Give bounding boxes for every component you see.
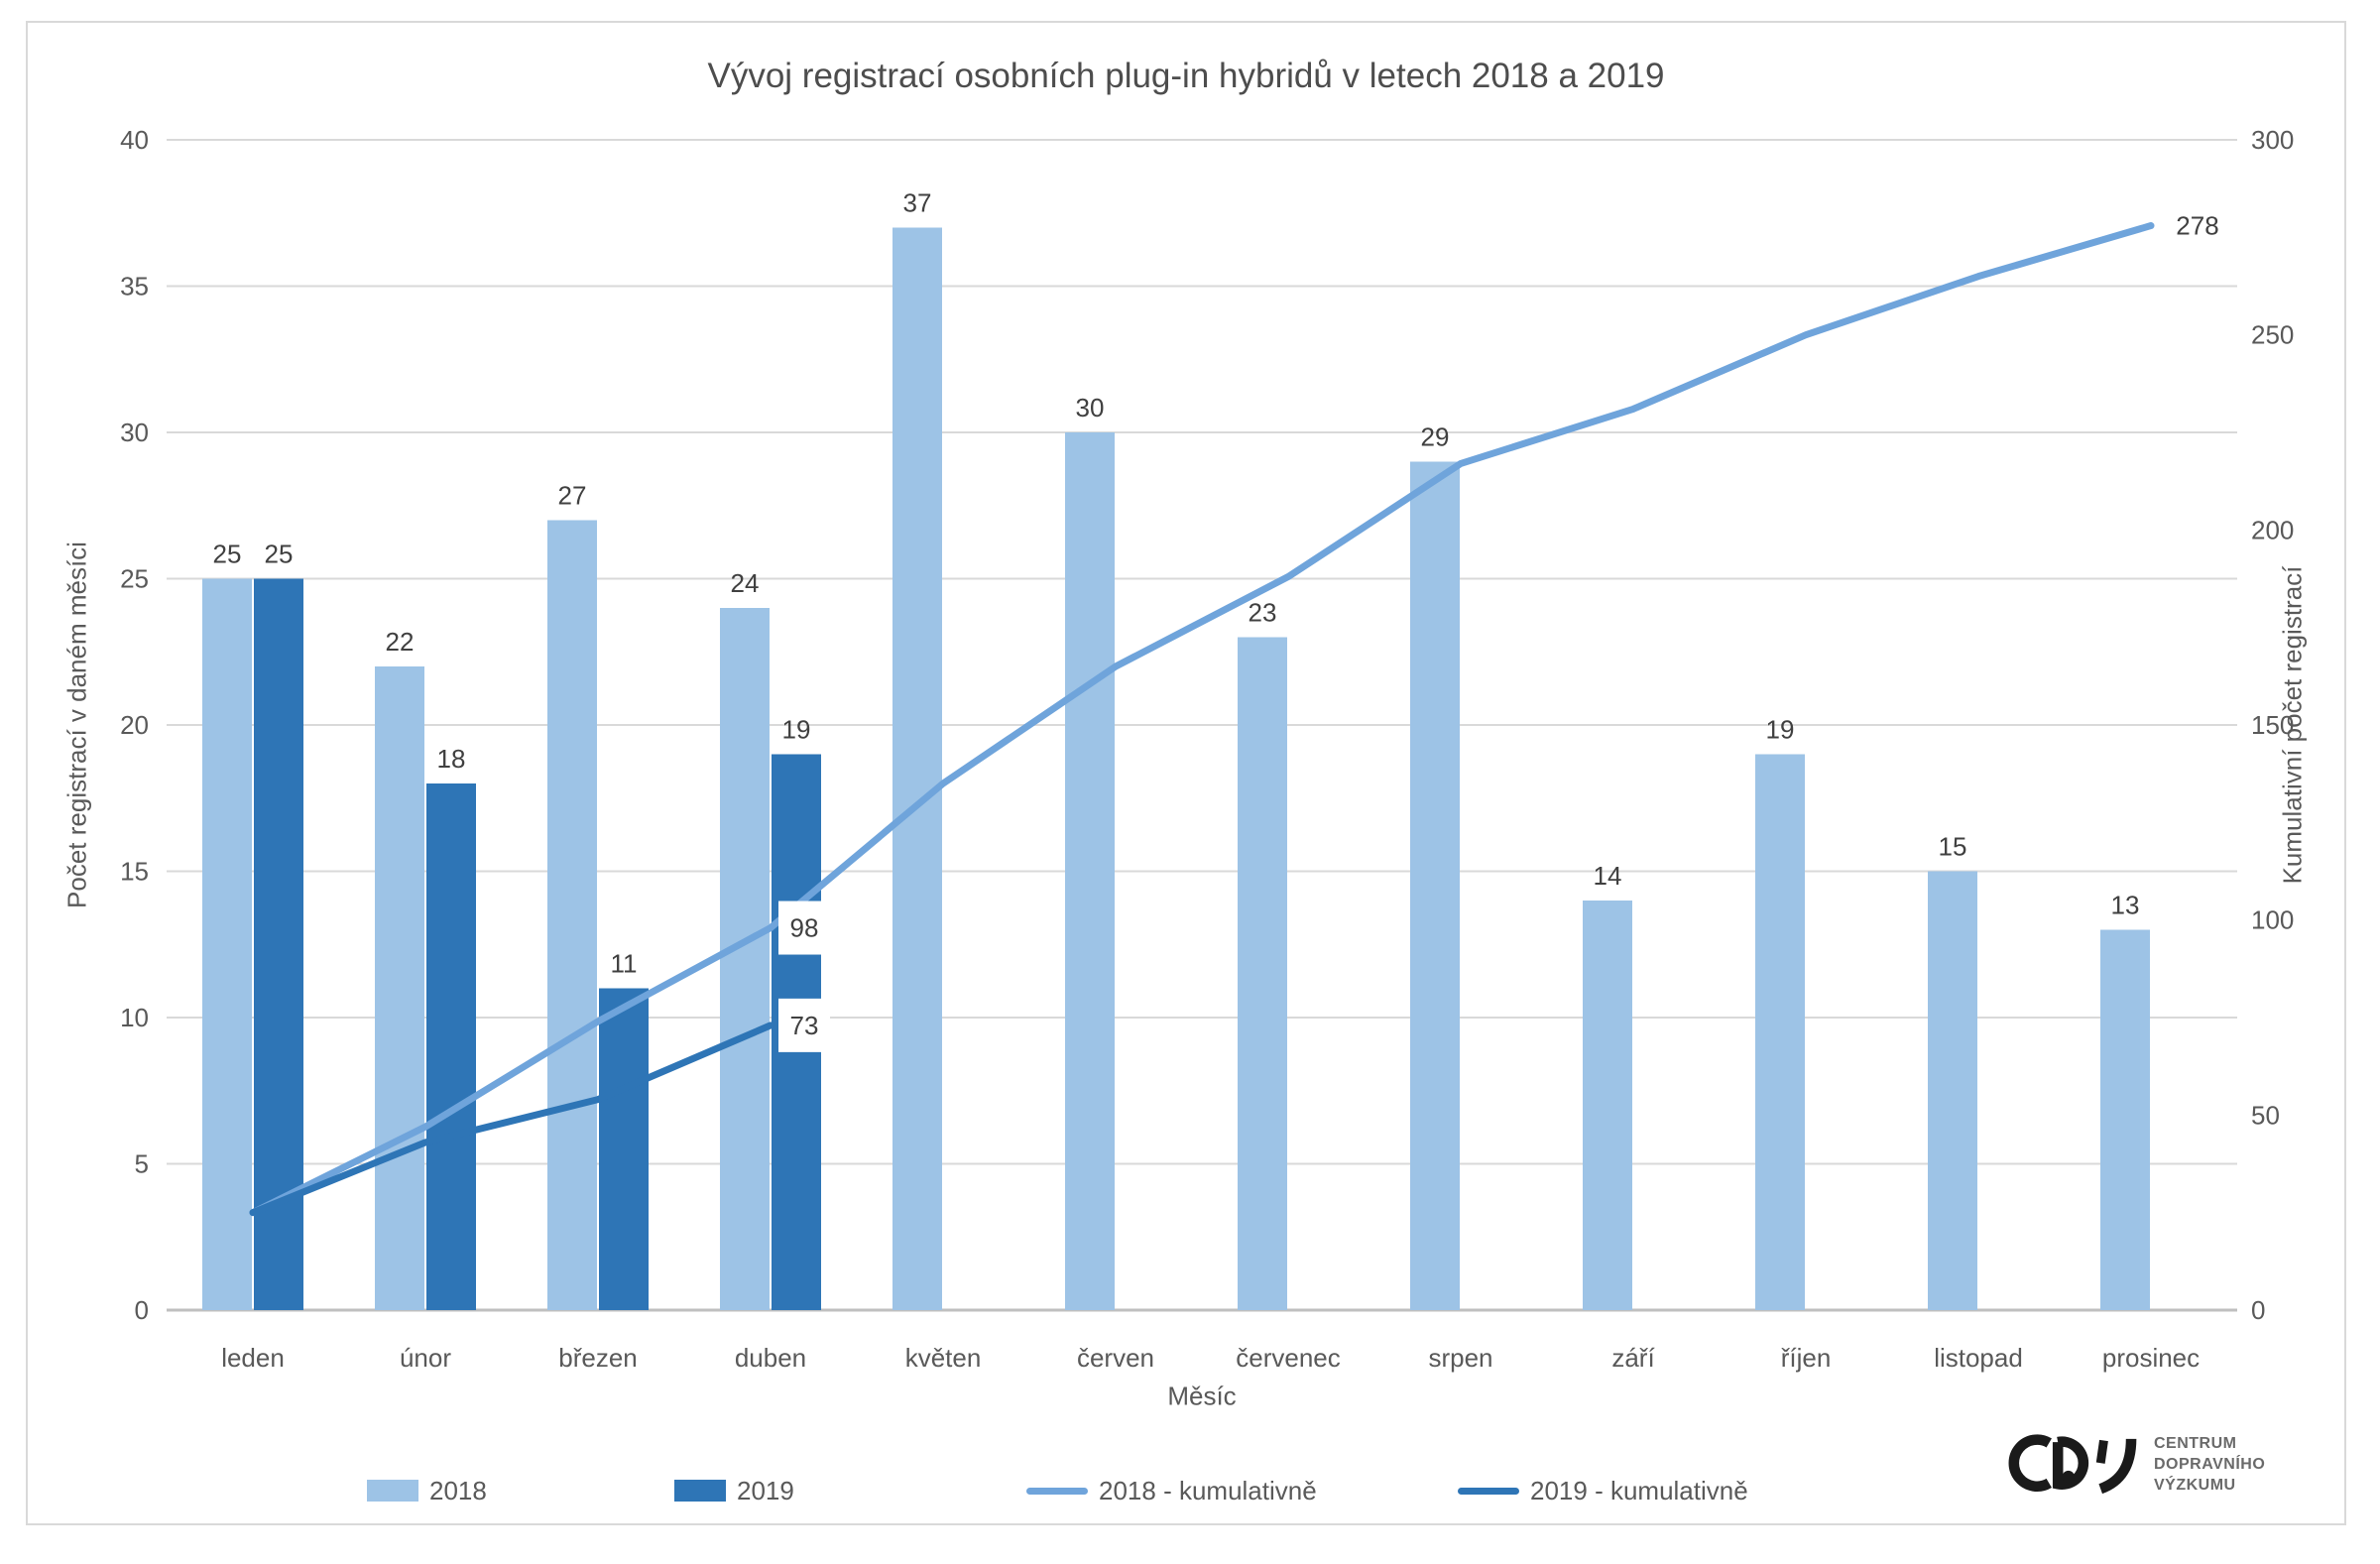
bar-label-2019-leden: 25 — [265, 540, 294, 569]
bar-2018-leden — [202, 578, 252, 1310]
bar-2018-červen — [1065, 432, 1115, 1310]
x-tick-duben: duben — [735, 1343, 806, 1373]
line-2019 - kumulativně — [249, 1022, 774, 1217]
bar-label-2018-březen: 27 — [558, 481, 587, 511]
callout-bg-278 — [2159, 198, 2236, 253]
callout-bg-73 — [778, 998, 830, 1052]
legend-swatch-2019 — [674, 1480, 726, 1502]
legend-item-2019: 2019 — [674, 1474, 794, 1507]
bar-2019-březen — [599, 988, 649, 1310]
y-left-tick-5: 5 — [135, 1149, 149, 1179]
x-tick-únor: únor — [400, 1343, 451, 1373]
legend-item-2018: 2018 — [367, 1474, 487, 1507]
bar-2018-březen — [547, 520, 597, 1310]
y-right-tick-200: 200 — [2251, 515, 2294, 544]
logo-c — [2008, 1434, 2052, 1492]
bar-2018-prosinec — [2100, 929, 2150, 1310]
y-right-tick-0: 0 — [2251, 1295, 2265, 1325]
bar-label-2018-listopad: 15 — [1939, 832, 1967, 862]
x-tick-červen: červen — [1077, 1343, 1154, 1373]
y-left-tick-40: 40 — [120, 125, 149, 155]
y-left-tick-30: 30 — [120, 418, 149, 447]
y-left-tick-35: 35 — [120, 272, 149, 301]
y-left-tick-15: 15 — [120, 857, 149, 887]
bar-label-2018-září: 14 — [1594, 861, 1622, 891]
legend-label-2019: 2019 — [737, 1475, 794, 1505]
y-right-tick-100: 100 — [2251, 905, 2294, 935]
line-2018 - kumulativně — [249, 222, 2155, 1217]
logo-dot — [2062, 1470, 2075, 1484]
legend-swatch-2019 - kumulativně — [1458, 1487, 1519, 1495]
logo-d — [2052, 1436, 2089, 1490]
x-tick-srpen: srpen — [1428, 1343, 1492, 1373]
bar-2018-říjen — [1755, 754, 1805, 1310]
logo-line-1: CENTRUM — [2154, 1434, 2237, 1452]
y-left-tick-20: 20 — [120, 710, 149, 740]
y-right-tick-250: 250 — [2251, 320, 2294, 350]
logo-tick — [2095, 1439, 2108, 1464]
legend-swatch-2018 - kumulativně — [1026, 1487, 1088, 1495]
bar-label-2018-červen: 30 — [1076, 393, 1105, 422]
legend-label-2018: 2018 — [429, 1475, 487, 1505]
x-axis-title: Měsíc — [1167, 1381, 1237, 1411]
x-tick-prosinec: prosinec — [2102, 1343, 2200, 1373]
bar-label-2019-březen: 11 — [611, 949, 638, 979]
logo-line-3: VÝZKUMU — [2154, 1476, 2236, 1494]
bar-2018-září — [1583, 901, 1632, 1310]
bar-label-2019-únor: 18 — [437, 744, 466, 774]
line-label-98: 98 — [790, 913, 819, 943]
x-tick-březen: březen — [558, 1343, 638, 1373]
bar-label-2019-duben: 19 — [782, 715, 811, 745]
bar-label-2018-únor: 22 — [386, 627, 415, 657]
legend-item-2018 - kumulativně: 2018 - kumulativně — [1026, 1474, 1317, 1507]
callout-bg-98 — [778, 901, 830, 955]
cdv-logo: CENTRUM DOPRAVNÍHO VÝZKUMU — [2003, 1420, 2330, 1507]
x-tick-červenec: červenec — [1236, 1343, 1341, 1373]
legend-swatch-2018 — [367, 1480, 418, 1502]
bar-2018-srpen — [1410, 461, 1460, 1310]
bar-label-2018-duben: 24 — [731, 568, 760, 598]
logo-line-2: DOPRAVNÍHO — [2154, 1455, 2266, 1473]
bar-label-2018-srpen: 29 — [1421, 422, 1450, 452]
x-tick-září: září — [1611, 1343, 1655, 1373]
y-axis-title-left: Počet registrací v daném měsíci — [61, 541, 92, 908]
chart-title: Vývoj registrací osobních plug-in hybrid… — [707, 57, 1665, 95]
x-tick-květen: květen — [905, 1343, 982, 1373]
y-left-tick-10: 10 — [120, 1003, 149, 1032]
bar-label-2018-říjen: 19 — [1766, 715, 1795, 745]
bar-2018-listopad — [1928, 871, 1977, 1310]
y-left-tick-0: 0 — [135, 1295, 149, 1325]
legend-label-2018 - kumulativně: 2018 - kumulativně — [1099, 1475, 1317, 1505]
bar-2018-duben — [720, 608, 770, 1310]
line-label-73: 73 — [790, 1011, 819, 1040]
cdv-logo-text: CENTRUM DOPRAVNÍHO VÝZKUMU — [2154, 1433, 2265, 1496]
x-tick-listopad: listopad — [1934, 1343, 2023, 1373]
bar-2018-červenec — [1238, 637, 1287, 1310]
y-left-tick-25: 25 — [120, 564, 149, 594]
x-tick-říjen: říjen — [1781, 1343, 1832, 1373]
legend-item-2019 - kumulativně: 2019 - kumulativně — [1458, 1474, 1748, 1507]
line-label-278: 278 — [2176, 211, 2218, 241]
y-right-tick-150: 150 — [2251, 710, 2294, 740]
bar-2019-únor — [426, 783, 476, 1310]
bar-2018-květen — [892, 227, 942, 1310]
legend-label-2019 - kumulativně: 2019 - kumulativně — [1530, 1475, 1748, 1505]
y-right-tick-50: 50 — [2251, 1100, 2280, 1130]
y-right-tick-300: 300 — [2251, 125, 2294, 155]
cdv-logo-mark — [2008, 1434, 2137, 1495]
x-tick-leden: leden — [221, 1343, 285, 1373]
y-axis-title-right: Kumulativní počet registrací — [2277, 565, 2308, 885]
logo-curve — [2098, 1438, 2137, 1495]
bar-2018-únor — [375, 666, 424, 1310]
bar-label-2018-prosinec: 13 — [2111, 891, 2140, 920]
bar-label-2018-červenec: 23 — [1249, 598, 1277, 628]
bar-label-2018-leden: 25 — [213, 540, 242, 569]
bar-label-2018-květen: 37 — [903, 188, 932, 218]
